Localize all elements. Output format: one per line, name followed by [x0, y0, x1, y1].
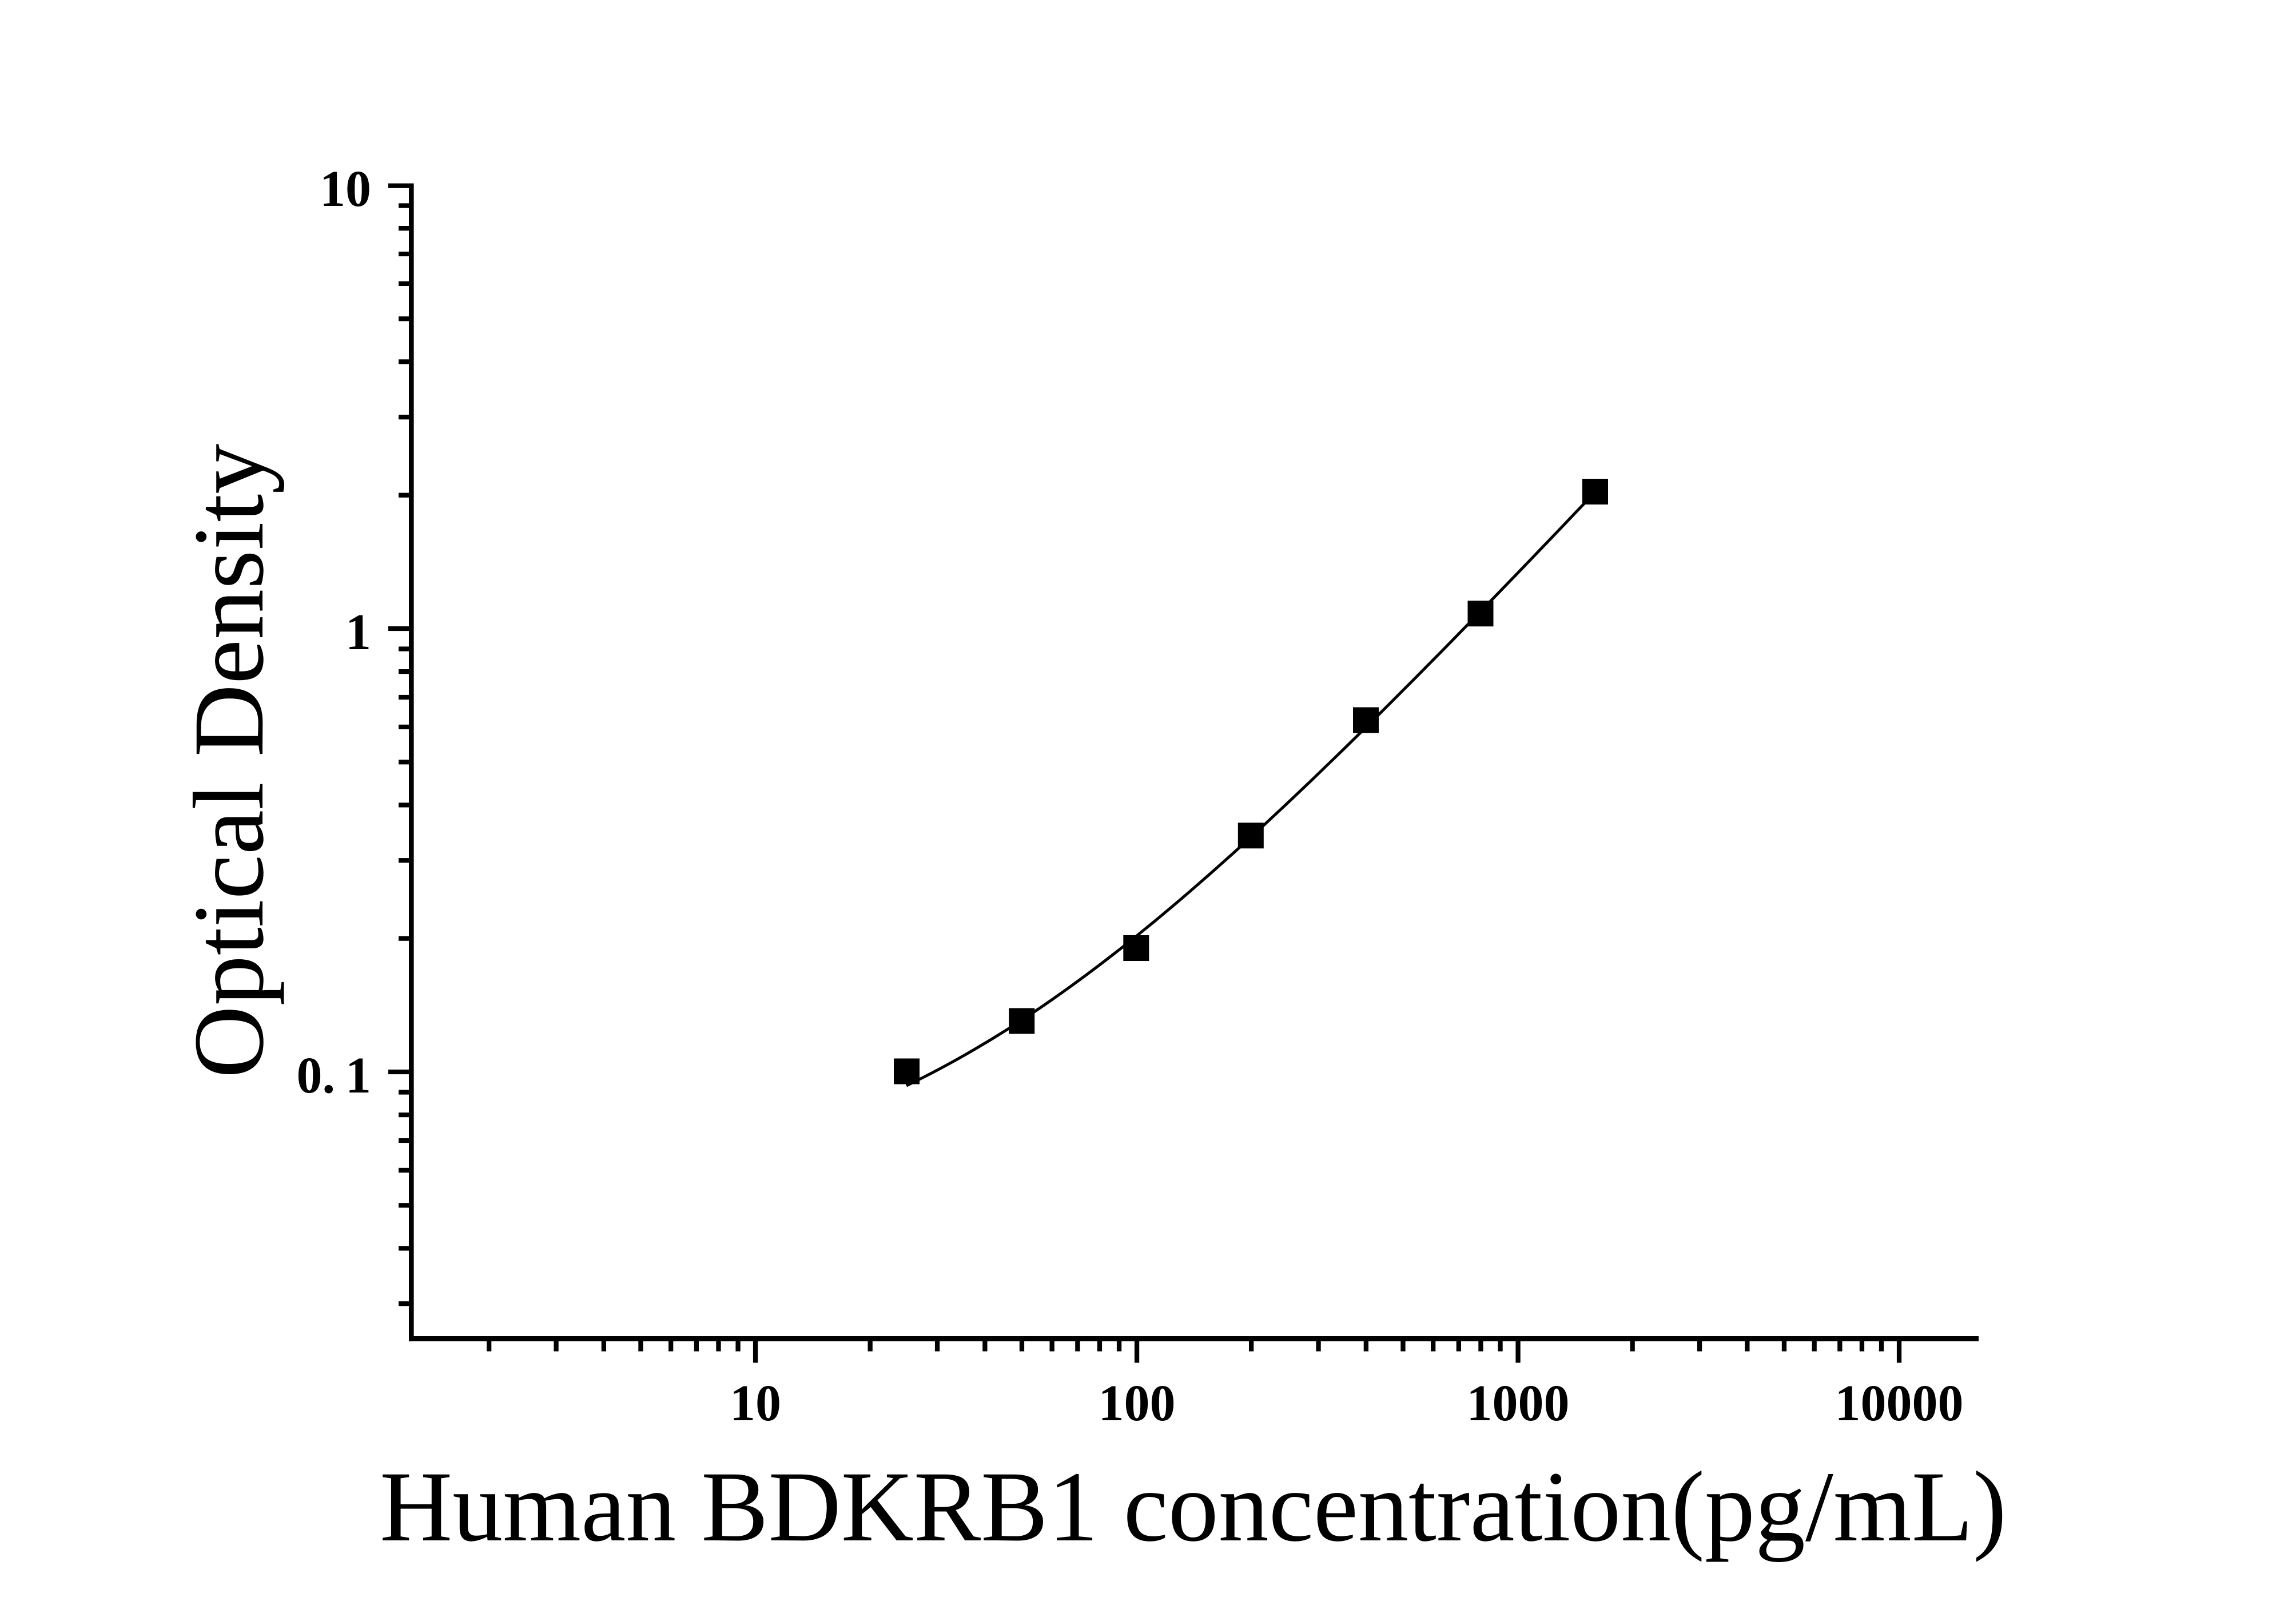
svg-text:Human BDKRB1 concentration(pg/: Human BDKRB1 concentration(pg/mL): [380, 1451, 2007, 1563]
svg-text:10: 10: [320, 161, 371, 217]
svg-text:Optical Density: Optical Density: [173, 444, 285, 1079]
svg-text:1000: 1000: [1467, 1375, 1570, 1432]
svg-text:10: 10: [730, 1375, 781, 1432]
svg-text:100: 100: [1099, 1375, 1176, 1432]
svg-text:10000: 10000: [1835, 1375, 1964, 1432]
svg-text:0.1: 0. 1: [297, 1047, 372, 1104]
svg-text:1: 1: [345, 604, 371, 661]
